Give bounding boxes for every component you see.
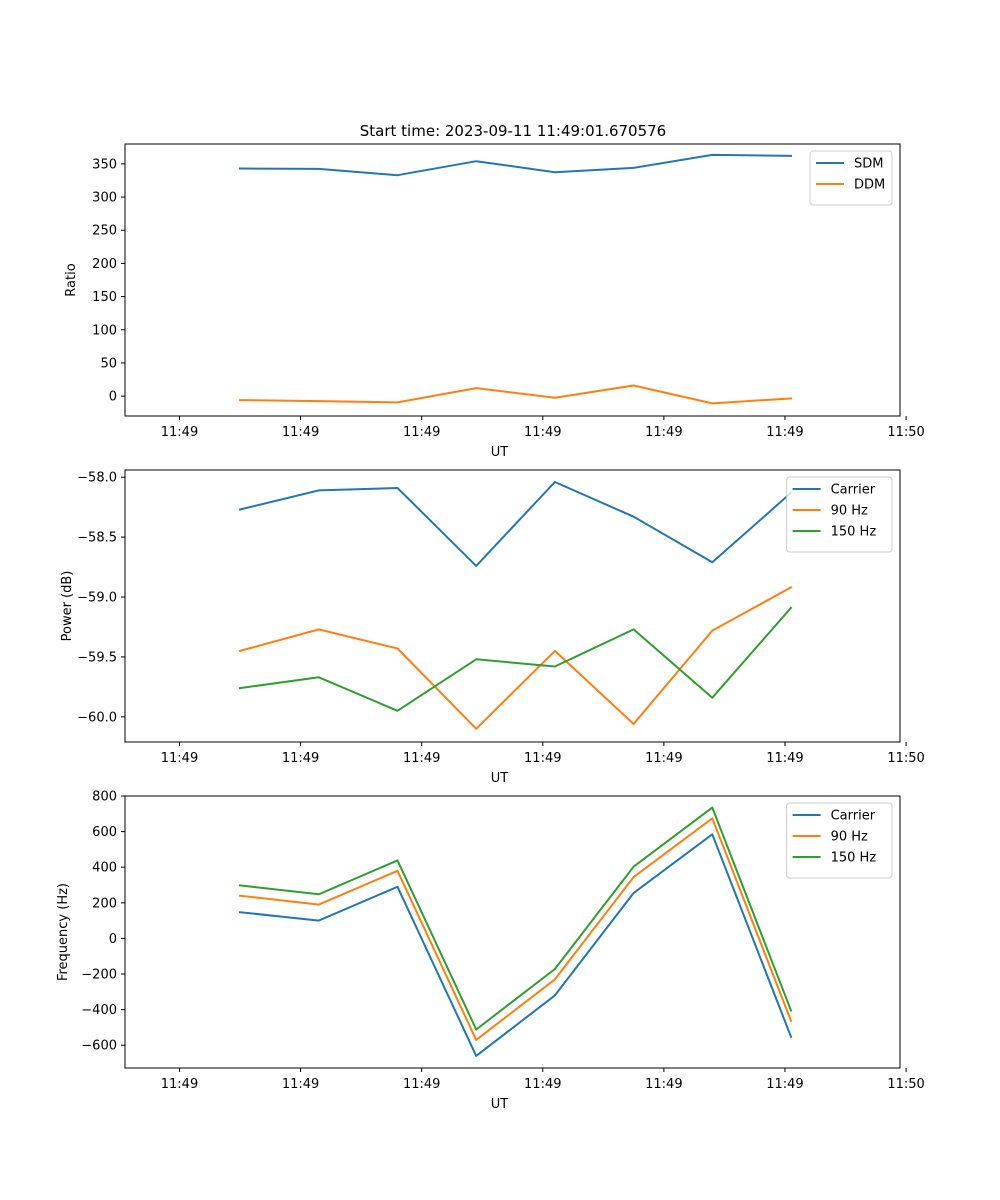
x-tick-label: 11:49	[645, 425, 682, 440]
x-tick-label: 11:49	[161, 1077, 198, 1092]
y-tick-label: 0	[109, 932, 117, 947]
y-tick-label: 150	[92, 290, 117, 305]
x-tick-label: 11:49	[645, 1077, 682, 1092]
y-axis-label: Frequency (Hz)	[56, 883, 71, 981]
x-tick-label: 11:49	[403, 1077, 440, 1092]
legend: Carrier 90 Hz 150 Hz	[786, 476, 893, 553]
power-panel: 11:49 11:49 11:49 11:49 11:49 11:49 11:50 −58.0…	[60, 469, 925, 786]
x-tick-label: 11:49	[645, 751, 682, 766]
y-tick-label: −600	[81, 1039, 117, 1054]
x-tick-label: 11:50	[887, 751, 924, 766]
y-tick-label: 200	[92, 257, 117, 272]
x-tick-label: 11:49	[524, 1077, 561, 1092]
ratio-panel: 11:49 11:49 11:49 11:49 11:49 11:49 11:50 0 50 10…	[64, 143, 925, 460]
legend-label: SDM	[854, 157, 883, 172]
y-tick-label: 50	[100, 356, 117, 371]
y-tick-label: 0	[109, 390, 117, 405]
y-axis-label: Power (dB)	[60, 571, 75, 642]
plot-frame	[124, 143, 901, 417]
x-axis-label: UT	[491, 445, 509, 460]
y-tick-label: 250	[92, 224, 117, 239]
x-tick-label: 11:49	[403, 751, 440, 766]
y-tick-label: 300	[92, 191, 117, 206]
x-tick-label: 11:49	[161, 751, 198, 766]
frequency-panel: 11:49 11:49 11:49 11:49 11:49 11:49 11:50 −600 −…	[56, 790, 925, 1113]
legend: Carrier 90 Hz 150 Hz	[786, 802, 893, 879]
x-tick-label: 11:49	[766, 751, 803, 766]
x-tick-label: 11:49	[524, 751, 561, 766]
y-tick-label: −59.5	[77, 650, 117, 665]
x-axis-label: UT	[491, 771, 509, 786]
legend-label: Carrier	[831, 809, 876, 824]
y-tick-label: −400	[81, 1003, 117, 1018]
series-line-ddm	[238, 384, 793, 405]
series-line-sdm	[238, 153, 793, 177]
legend-label: 90 Hz	[831, 504, 868, 519]
y-axis-label: Ratio	[64, 263, 79, 296]
plot-frame	[124, 795, 901, 1069]
y-tick-label: 100	[92, 323, 117, 338]
x-tick-label: 11:50	[887, 425, 924, 440]
series-line-90-hz	[238, 817, 793, 1041]
legend: SDM DDM	[809, 150, 893, 206]
plot-frame	[124, 469, 901, 743]
figure-title: Start time: 2023-09-11 11:49:01.670576	[360, 122, 666, 140]
y-tick-label: −60.0	[77, 710, 117, 725]
y-tick-label: −58.0	[77, 471, 117, 486]
x-tick-label: 11:49	[403, 425, 440, 440]
x-tick-label: 11:49	[524, 425, 561, 440]
panels: 11:49 11:49 11:49 11:49 11:49 11:49 11:50 0 50 10…	[56, 143, 925, 1113]
x-tick-label: 11:50	[887, 1077, 924, 1092]
y-tick-label: −200	[81, 968, 117, 983]
series-line-150-hz	[238, 606, 793, 712]
legend-label: Carrier	[831, 483, 876, 498]
y-tick-label: 600	[92, 825, 117, 840]
y-tick-label: −58.5	[77, 531, 117, 546]
legend-box	[786, 476, 893, 553]
x-tick-label: 11:49	[282, 1077, 319, 1092]
y-tick-label: 800	[92, 790, 117, 805]
legend-box	[809, 150, 893, 206]
x-tick-label: 11:49	[766, 1077, 803, 1092]
legend-label: DDM	[854, 178, 885, 193]
series-line-carrier	[238, 833, 793, 1057]
x-tick-label: 11:49	[766, 425, 803, 440]
x-tick-label: 11:49	[282, 751, 319, 766]
legend-label: 150 Hz	[831, 525, 877, 540]
y-tick-label: 350	[92, 157, 117, 172]
y-tick-label: 200	[92, 896, 117, 911]
legend-box	[786, 802, 893, 879]
x-axis-label: UT	[491, 1097, 509, 1112]
legend-label: 150 Hz	[831, 851, 877, 866]
x-tick-label: 11:49	[282, 425, 319, 440]
y-tick-label: 400	[92, 861, 117, 876]
x-tick-label: 11:49	[161, 425, 198, 440]
series-line-90-hz	[238, 586, 793, 730]
series-line-carrier	[238, 481, 793, 567]
series-line-150-hz	[238, 806, 793, 1031]
y-tick-label: −59.0	[77, 591, 117, 606]
legend-label: 90 Hz	[831, 830, 868, 845]
